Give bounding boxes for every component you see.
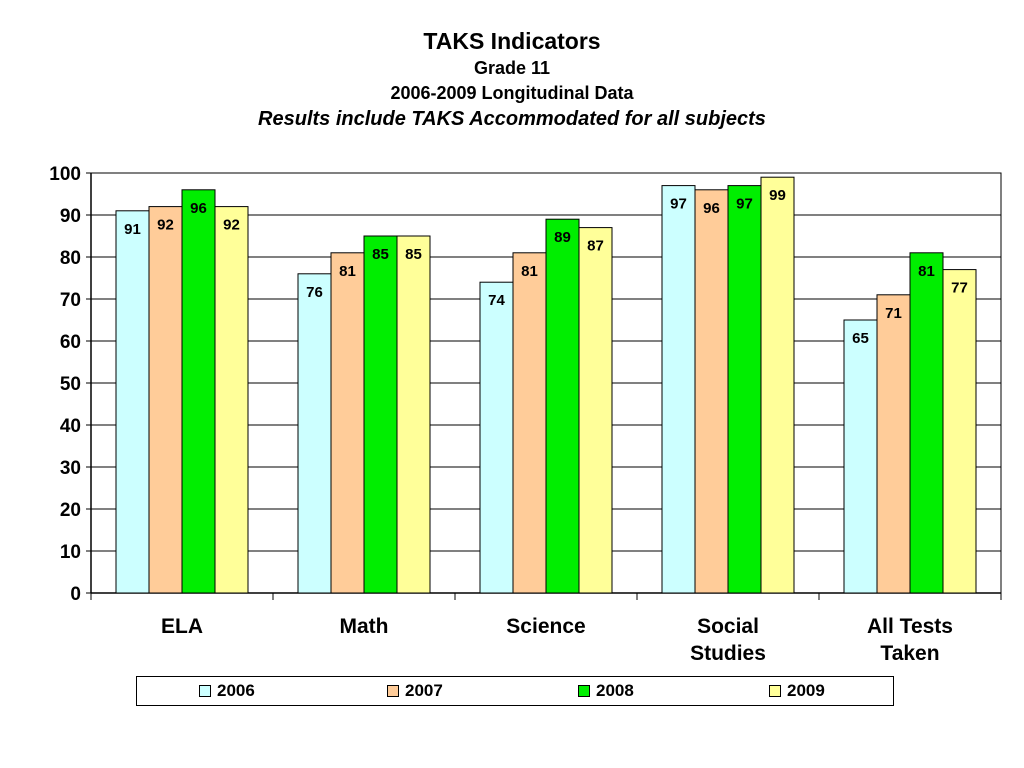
legend-label: 2007 [405,681,443,700]
data-label: 97 [670,196,687,213]
legend-swatch [199,685,211,697]
chart-title: TAKS Indicators [423,28,601,54]
legend-label: 2009 [787,681,825,700]
bar [297,273,332,594]
y-tick-label: 70 [60,290,81,311]
bar [148,206,183,594]
data-label: 85 [405,246,422,263]
y-tick-label: 40 [60,416,81,437]
legend-label: 2006 [217,681,255,700]
bar [694,189,729,594]
chart-subtitle-grade: Grade 11 [473,58,551,78]
x-category-label: Science [506,615,585,638]
data-label: 87 [587,238,604,255]
x-category-label: Math [340,615,389,638]
bar [876,294,911,594]
bar [396,235,431,594]
legend-swatch [578,685,590,697]
data-label: 71 [885,305,902,322]
bar [545,218,580,594]
bar [727,185,762,594]
bar [578,227,613,594]
bar [661,185,696,594]
legend-label: 2008 [596,681,634,700]
bar [214,206,249,594]
bar [909,252,944,594]
data-label: 74 [488,292,505,309]
bar [760,176,795,594]
data-label: 77 [951,280,968,297]
bar [115,210,150,594]
bar [181,189,216,594]
data-label: 96 [703,200,720,217]
legend-swatch [769,685,781,697]
data-label: 96 [190,200,207,217]
y-tick-label: 80 [60,248,81,269]
bar [479,281,514,594]
legend-item: 2007 [387,677,443,705]
chart-subtitle-note: Results include TAKS Accommodated for al… [258,108,766,130]
legend-item: 2009 [769,677,825,705]
y-tick-label: 50 [60,374,81,395]
y-tick-label: 0 [70,584,81,605]
bar [942,269,977,594]
x-category-label: Studies [690,642,766,665]
x-category-label: Social [697,615,759,638]
bar [363,235,398,594]
x-category-label: All Tests [867,615,953,638]
data-label: 76 [306,284,323,301]
data-label: 81 [918,263,935,280]
legend-swatch [387,685,399,697]
y-tick-label: 20 [60,500,81,521]
bar [330,252,365,594]
data-label: 92 [157,217,174,234]
data-label: 91 [124,221,141,238]
data-label: 81 [339,263,356,280]
x-category-label: Taken [880,642,939,665]
data-label: 89 [554,229,571,246]
y-tick-label: 90 [60,206,81,227]
legend-item: 2008 [578,677,634,705]
y-tick-label: 100 [49,164,81,185]
bar [843,319,878,594]
bar [512,252,547,594]
y-tick-label: 60 [60,332,81,353]
data-label: 81 [521,263,538,280]
legend-item: 2006 [199,677,255,705]
data-label: 85 [372,246,389,263]
y-tick-label: 10 [60,542,81,563]
chart-subtitle-years: 2006-2009 Longitudinal Data [390,83,634,103]
y-tick-label: 30 [60,458,81,479]
chart-titles: TAKS Indicators Grade 11 2006-2009 Longi… [0,26,1024,132]
chart-legend: 2006 2007 2008 2009 [136,676,894,706]
data-label: 65 [852,330,869,347]
data-label: 92 [223,217,240,234]
data-label: 97 [736,196,753,213]
data-label: 99 [769,187,786,204]
x-category-label: ELA [161,615,203,638]
